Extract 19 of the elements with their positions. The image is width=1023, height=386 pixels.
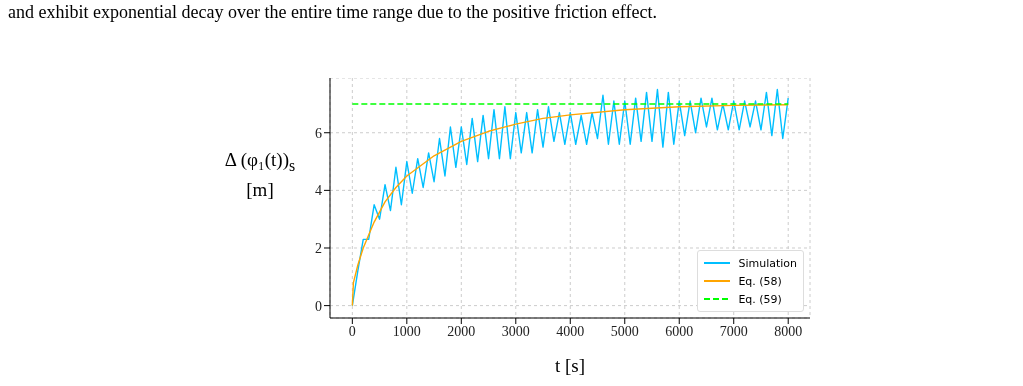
y-tick-label: 4 — [315, 183, 322, 199]
y-tick-label: 6 — [315, 125, 322, 141]
y-tick-label: 0 — [315, 298, 322, 314]
x-tick-label: 0 — [348, 323, 356, 339]
text: and exhibit exponential decay over the entire time range due to the positive friction effect. — [8, 2, 657, 23]
x-axis-title: t [s] — [554, 355, 586, 376]
x-tick-label: 1000 — [392, 323, 421, 339]
x-tick-label: 2000 — [447, 323, 476, 339]
x-tick-label: 5000 — [610, 323, 639, 339]
legend-label: Simulation — [738, 256, 797, 270]
x-tick-label: 6000 — [665, 323, 694, 339]
x-tick-label: 7000 — [719, 323, 748, 339]
x-tick-label: 3000 — [501, 323, 530, 339]
x-tick-label: 8000 — [774, 323, 803, 339]
legend-label: Eq. (59) — [738, 292, 782, 306]
y-tick-label: 2 — [315, 240, 322, 256]
y-axis-title: Δ (φ₁(t))$_{s}$ [m] — [223, 148, 297, 202]
x-tick-label: 4000 — [556, 323, 585, 339]
legend-label: Eq. (58) — [738, 274, 782, 288]
